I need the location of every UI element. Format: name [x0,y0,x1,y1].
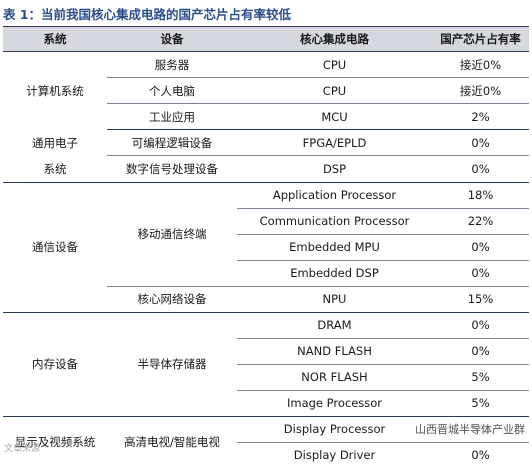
device-cell: 工业应用 [107,103,237,130]
system-cell: 通用电子系统 [3,129,107,183]
share-cell: 0% [432,312,529,339]
table-row: 工业应用 MCU 2% [3,103,529,130]
share-cell: 5% [432,364,529,391]
watermark-small: 文章来源 [4,444,41,454]
chip-cell: Image Processor [237,390,432,417]
chip-cell: CPU [237,77,432,104]
system-cell: 内存设备 [3,312,107,417]
chip-cell: Display Processor [237,416,432,443]
share-cell: 5% [432,390,529,417]
share-cell: 0% [432,234,529,261]
table-row: 通信设备 移动通信终端 Application Processor 18% [3,182,529,313]
column-header: 国产芯片占有率 [432,26,529,52]
table-row: Image Processor 5% [3,390,529,417]
chip-cell: Embedded DSP [237,260,432,287]
share-cell: 0% [432,260,529,287]
table-row: 计算机系统 服务器 CPU 接近0% [3,51,529,98]
chip-cell: NAND FLASH [237,338,432,365]
chip-share-table: 系统 设备 核心集成电路 国产芯片占有率 计算机系统 服务器 CPU 接近0% … [3,26,529,468]
table-row: Embedded DSP 0% [3,260,529,287]
column-header: 核心集成电路 [237,26,432,52]
chip-cell: CPU [237,51,432,78]
column-header: 系统 [3,26,107,52]
watermark: 山西晋城半导体产业群 [412,420,528,438]
chip-cell: DRAM [237,312,432,339]
system-cell-text: 通用电子系统 [32,135,78,176]
column-header: 设备 [107,26,237,52]
system-cell: 显示及视频系统 [14,435,96,449]
header-row: 系统 设备 核心集成电路 国产芯片占有率 [3,26,529,52]
share-cell: 15% [432,286,529,313]
chip-cell: NPU [237,286,432,313]
chip-cell: Application Processor [237,182,432,209]
chip-cell: Communication Processor [237,208,432,235]
share-cell: 0% [432,129,529,157]
device-cell: 数字信号处理设备 [107,155,237,183]
device-cell: 半导体存储器 [107,312,237,417]
table-row: 数字信号处理设备 DSP 0% [3,155,529,183]
system-cell: 通信设备 [3,182,107,313]
share-cell: 接近0% [432,51,529,78]
share-cell: 接近0% [432,77,529,104]
share-cell: 18% [432,182,529,209]
share-cell: 22% [432,208,529,235]
share-cell: 0% [432,155,529,183]
chip-cell: Embedded MPU [237,234,432,261]
table-row: Embedded MPU 0% [3,234,529,261]
table-row: 内存设备 半导体存储器 DRAM 0% [3,312,529,417]
table-row: 核心网络设备 NPU 15% [3,286,529,313]
table-title: 表 1：当前我国核心集成电路的国产芯片占有率较低 [3,7,292,22]
chip-cell: FPGA/EPLD [237,129,432,157]
table-row: 通用电子系统 可编程逻辑设备 FPGA/EPLD 0% [3,129,529,183]
chip-cell: DSP [237,155,432,183]
device-cell: 核心网络设备 [107,286,237,313]
share-cell: 0% [471,448,490,462]
table-row: NAND FLASH 0% [3,338,529,365]
chip-cell: MCU [237,103,432,130]
share-cell: 0% [432,338,529,365]
table-row: Communication Processor 22% [3,208,529,235]
share-cell: 2% [432,103,529,130]
system-cell: 计算机系统 [26,83,84,98]
chip-cell: Display Driver [293,448,376,462]
device-cell: 服务器 [107,51,237,78]
device-cell: 个人电脑 [107,77,237,104]
device-cell: 可编程逻辑设备 [107,129,237,157]
chip-cell: NOR FLASH [237,364,432,391]
table-row: NOR FLASH 5% [3,364,529,391]
device-cell: 高清电视/智能电视 [124,435,220,449]
table-row: 个人电脑 CPU 接近0% [3,77,529,104]
device-cell: 移动通信终端 [107,182,237,287]
